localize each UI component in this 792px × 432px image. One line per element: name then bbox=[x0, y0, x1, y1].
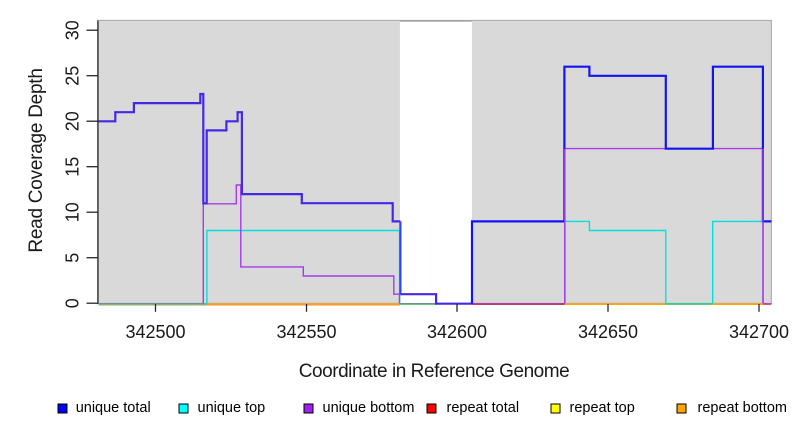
svg-text:repeat top: repeat top bbox=[570, 400, 635, 416]
svg-text:342650: 342650 bbox=[578, 322, 638, 342]
svg-text:5: 5 bbox=[62, 253, 82, 263]
svg-text:15: 15 bbox=[62, 157, 82, 177]
svg-text:25: 25 bbox=[62, 66, 82, 86]
svg-text:unique bottom: unique bottom bbox=[323, 400, 415, 416]
svg-text:342700: 342700 bbox=[729, 322, 789, 342]
svg-text:10: 10 bbox=[62, 202, 82, 222]
svg-text:repeat bottom: repeat bottom bbox=[698, 400, 787, 416]
svg-text:342500: 342500 bbox=[125, 322, 185, 342]
svg-text:20: 20 bbox=[62, 111, 82, 131]
svg-text:unique top: unique top bbox=[198, 400, 266, 416]
svg-text:Coordinate in Reference Genome: Coordinate in Reference Genome bbox=[299, 361, 570, 382]
svg-text:0: 0 bbox=[62, 298, 82, 308]
svg-text:342550: 342550 bbox=[276, 322, 336, 342]
svg-text:unique total: unique total bbox=[76, 400, 151, 416]
svg-text:Read Coverage Depth: Read Coverage Depth bbox=[26, 68, 47, 252]
svg-text:30: 30 bbox=[62, 20, 82, 40]
svg-text:342600: 342600 bbox=[427, 322, 487, 342]
svg-text:repeat total: repeat total bbox=[447, 400, 520, 416]
